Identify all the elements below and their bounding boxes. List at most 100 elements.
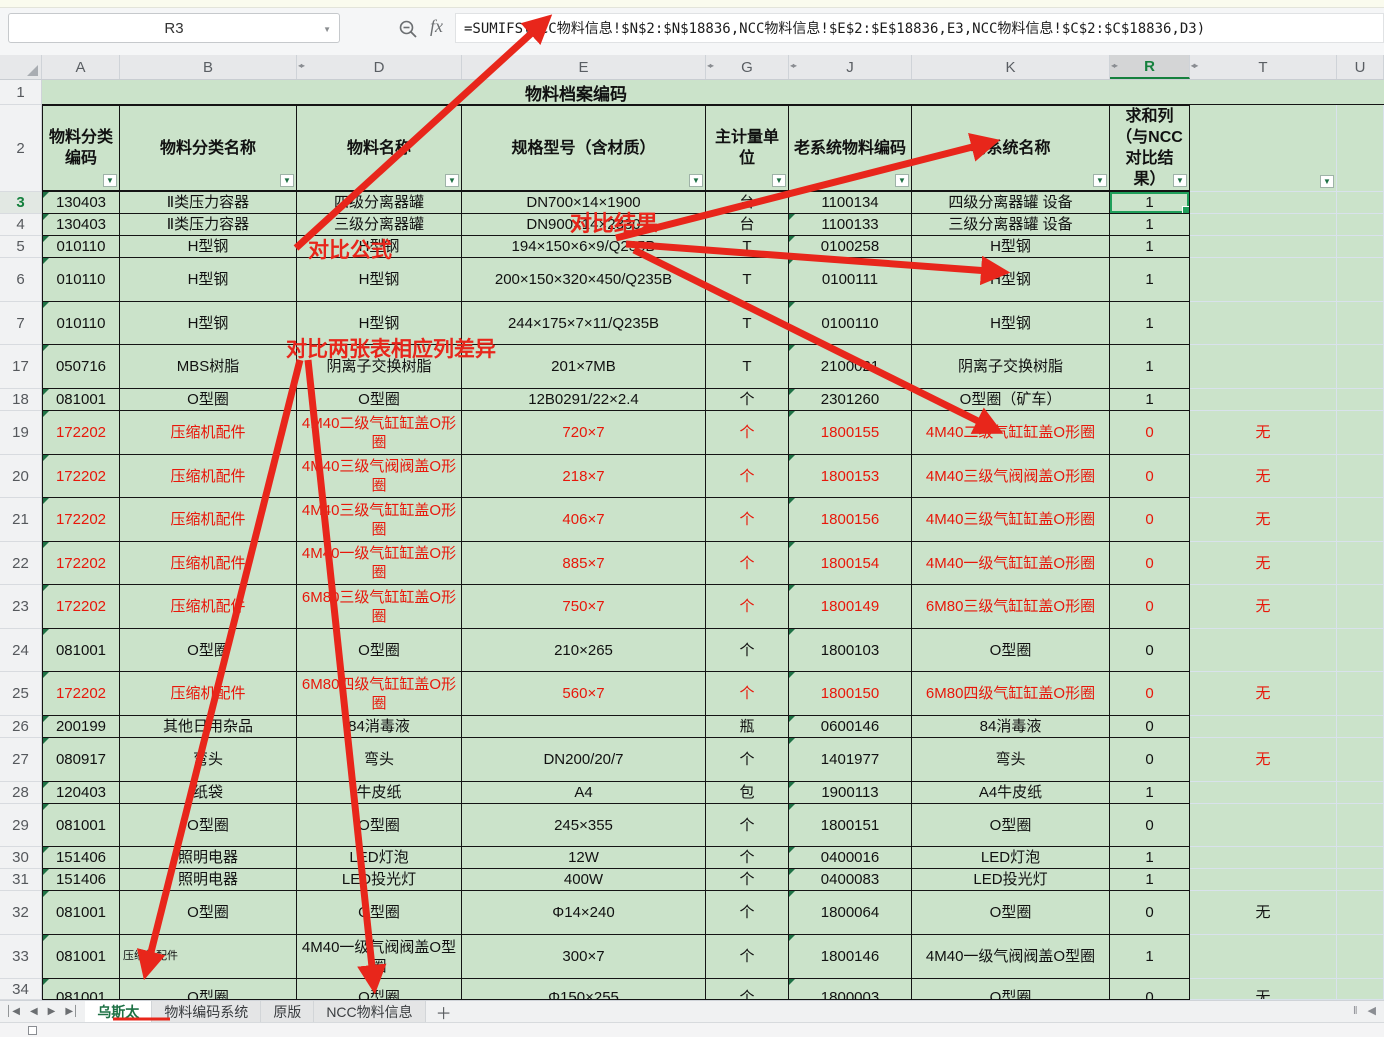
filter-button[interactable]: ▼: [103, 174, 117, 187]
header-cell-K[interactable]: 老系统名称 ▼: [912, 105, 1110, 192]
tab-nav-next-icon[interactable]: ▶: [47, 1006, 56, 1017]
cell-T20[interactable]: 无: [1190, 455, 1337, 498]
cell-R24[interactable]: 0: [1110, 629, 1190, 672]
header-cell-B[interactable]: 物料分类名称 ▼: [120, 105, 297, 192]
cell-R34[interactable]: 0: [1110, 979, 1190, 1000]
cell-T24[interactable]: [1190, 629, 1337, 672]
cell-B25[interactable]: 压缩机配件: [120, 672, 297, 716]
cell-E34[interactable]: Φ150×255: [462, 979, 706, 1000]
cell-U29[interactable]: [1337, 804, 1384, 847]
cell-K25[interactable]: 6M80四级气缸缸盖O形圈: [912, 672, 1110, 716]
cell-K23[interactable]: 6M80三级气缸缸盖O形圈: [912, 585, 1110, 629]
cell-B17[interactable]: MBS树脂: [120, 345, 297, 389]
sheet-grid-icon[interactable]: [28, 1026, 37, 1035]
cell-E30[interactable]: 12W: [462, 847, 706, 869]
filter-button[interactable]: ▼: [445, 174, 459, 187]
header-cell-T[interactable]: ▼: [1190, 105, 1337, 192]
cell-T32[interactable]: 无: [1190, 891, 1337, 935]
cell-T23[interactable]: 无: [1190, 585, 1337, 629]
cell-U20[interactable]: [1337, 455, 1384, 498]
cell-E32[interactable]: Φ14×240: [462, 891, 706, 935]
header-cell-G[interactable]: 主计量单位 ▼: [706, 105, 789, 192]
filter-button[interactable]: ▼: [1320, 175, 1334, 188]
cell-R30[interactable]: 1: [1110, 847, 1190, 869]
cell-D34[interactable]: O型圈: [297, 979, 462, 1000]
column-header-G[interactable]: G ◂▸: [706, 55, 797, 79]
column-header-R[interactable]: R ◂▸: [1110, 55, 1198, 79]
cell-K34[interactable]: O型圈: [912, 979, 1110, 1000]
row-header-17[interactable]: 17: [0, 345, 41, 389]
cell-J34[interactable]: 1800003: [789, 979, 912, 1000]
cell-A18[interactable]: 081001: [42, 389, 120, 411]
cell-D26[interactable]: 84消毒液: [297, 716, 462, 738]
cell-B23[interactable]: 压缩机配件: [120, 585, 297, 629]
cell-B34[interactable]: O型圈: [120, 979, 297, 1000]
cell-E25[interactable]: 560×7: [462, 672, 706, 716]
cell-J29[interactable]: 1800151: [789, 804, 912, 847]
add-sheet-button[interactable]: ＋: [435, 1005, 452, 1023]
cell-U4[interactable]: [1337, 214, 1384, 236]
cell-J17[interactable]: 2100021: [789, 345, 912, 389]
cell-J18[interactable]: 2301260: [789, 389, 912, 411]
tab-nav-prev-icon[interactable]: ◀: [29, 1006, 38, 1017]
cell-G32[interactable]: 个: [706, 891, 789, 935]
cell-G27[interactable]: 个: [706, 738, 789, 782]
cell-R5[interactable]: 1: [1110, 236, 1190, 258]
sheet-tab-3[interactable]: NCC物料信息: [314, 1001, 426, 1022]
row-header-18[interactable]: 18: [0, 389, 41, 411]
column-header-D[interactable]: D: [297, 55, 462, 79]
row-header-22[interactable]: 22: [0, 542, 41, 585]
cell-G7[interactable]: T: [706, 302, 789, 345]
cell-J19[interactable]: 1800155: [789, 411, 912, 455]
cell-U3[interactable]: [1337, 192, 1384, 214]
cell-B7[interactable]: H型钢: [120, 302, 297, 345]
cell-K17[interactable]: 阴离子交换树脂: [912, 345, 1110, 389]
cell-D17[interactable]: 阴离子交换树脂: [297, 345, 462, 389]
row-header-21[interactable]: 21: [0, 498, 41, 542]
cell-A3[interactable]: 130403: [42, 192, 120, 214]
cell-D27[interactable]: 弯头: [297, 738, 462, 782]
cell-T18[interactable]: [1190, 389, 1337, 411]
cell-T34[interactable]: 无: [1190, 979, 1337, 1000]
cell-E33[interactable]: 300×7: [462, 935, 706, 979]
cell-R4[interactable]: 1: [1110, 214, 1190, 236]
cell-R20[interactable]: 0: [1110, 455, 1190, 498]
cell-A33[interactable]: 081001: [42, 935, 120, 979]
cell-G30[interactable]: 个: [706, 847, 789, 869]
row-header-19[interactable]: 19: [0, 411, 41, 455]
cell-J22[interactable]: 1800154: [789, 542, 912, 585]
cell-B30[interactable]: 照明电器: [120, 847, 297, 869]
filter-button[interactable]: ▼: [280, 174, 294, 187]
cell-T4[interactable]: [1190, 214, 1337, 236]
cell-G6[interactable]: T: [706, 258, 789, 302]
row-header-30[interactable]: 30: [0, 847, 41, 869]
cell-B5[interactable]: H型钢: [120, 236, 297, 258]
cell-E17[interactable]: 201×7MB: [462, 345, 706, 389]
cell-K27[interactable]: 弯头: [912, 738, 1110, 782]
header-cell-A[interactable]: 物料分类编码 ▼: [42, 105, 120, 192]
cell-U18[interactable]: [1337, 389, 1384, 411]
cell-B32[interactable]: O型圈: [120, 891, 297, 935]
select-all-corner[interactable]: [0, 55, 42, 79]
row-header-20[interactable]: 20: [0, 455, 41, 498]
cell-T21[interactable]: 无: [1190, 498, 1337, 542]
row-header-29[interactable]: 29: [0, 804, 41, 847]
cell-D23[interactable]: 6M80三级气缸缸盖O形圈: [297, 585, 462, 629]
cell-J31[interactable]: 0400083: [789, 869, 912, 891]
cell-J6[interactable]: 0100111: [789, 258, 912, 302]
cell-G26[interactable]: 瓶: [706, 716, 789, 738]
cell-D29[interactable]: O型圈: [297, 804, 462, 847]
cell-A21[interactable]: 172202: [42, 498, 120, 542]
cell-A31[interactable]: 151406: [42, 869, 120, 891]
cell-J26[interactable]: 0600146: [789, 716, 912, 738]
filter-button[interactable]: ▼: [1093, 174, 1107, 187]
cell-G18[interactable]: 个: [706, 389, 789, 411]
cell-T19[interactable]: 无: [1190, 411, 1337, 455]
cell-D18[interactable]: O型圈: [297, 389, 462, 411]
cell-B19[interactable]: 压缩机配件: [120, 411, 297, 455]
cell-G20[interactable]: 个: [706, 455, 789, 498]
cell-U7[interactable]: [1337, 302, 1384, 345]
cell-A7[interactable]: 010110: [42, 302, 120, 345]
column-header-U[interactable]: U: [1337, 55, 1384, 79]
row-header-27[interactable]: 27: [0, 738, 41, 782]
